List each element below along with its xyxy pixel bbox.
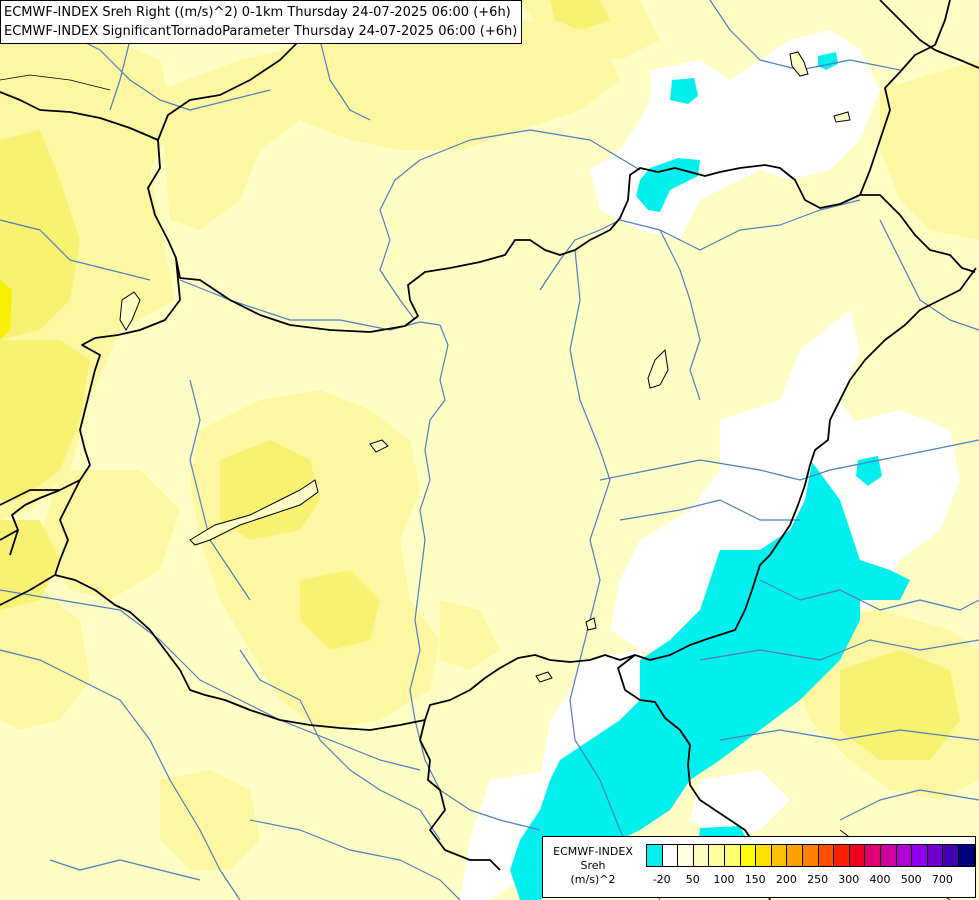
bright-yellow-spots xyxy=(0,280,12,340)
legend-swatch xyxy=(771,845,788,866)
legend-swatch xyxy=(865,845,881,866)
legend-swatch xyxy=(693,845,710,866)
legend-tick-label: 300 xyxy=(838,873,860,886)
legend-swatches xyxy=(646,844,976,867)
legend-tick-label: -20 xyxy=(652,873,671,886)
map-title: ECMWF-INDEX Sreh Right ((m/s)^2) 0-1km T… xyxy=(0,0,523,44)
legend-swatch xyxy=(740,845,757,866)
legend-swatch xyxy=(834,845,850,866)
legend-swatch xyxy=(927,845,944,866)
legend-swatch xyxy=(662,845,679,866)
legend-swatch xyxy=(802,845,819,866)
legend-tick-label: 700 xyxy=(931,873,953,886)
legend-swatch xyxy=(912,845,928,866)
legend-swatch xyxy=(724,845,741,866)
white-zones xyxy=(460,30,960,900)
legend-swatch xyxy=(647,845,663,866)
title-line-sreh: ECMWF-INDEX Sreh Right ((m/s)^2) 0-1km T… xyxy=(4,5,511,20)
title-line-stp: ECMWF-INDEX SignificantTornadoParameter … xyxy=(4,24,518,39)
legend-swatch xyxy=(958,845,975,866)
legend-ticks: -20 50 100 150 200 250 300 400 500 700 xyxy=(646,873,976,889)
legend-swatch xyxy=(943,845,959,866)
legend-swatch xyxy=(787,845,803,866)
legend-swatch xyxy=(880,845,897,866)
color-legend: ECMWF-INDEX Sreh (m/s)^2 -20 50 100 150 200 2… xyxy=(542,836,976,898)
legend-unit: (m/s)^2 xyxy=(570,873,616,886)
legend-swatch xyxy=(678,845,694,866)
legend-model: ECMWF-INDEX xyxy=(553,845,633,858)
legend-tick-label: 500 xyxy=(900,873,922,886)
legend-swatch xyxy=(818,845,835,866)
legend-swatch xyxy=(756,845,772,866)
legend-param: Sreh xyxy=(580,859,606,872)
light-yellow-zones xyxy=(0,0,979,870)
legend-swatch xyxy=(896,845,913,866)
legend-tick-label: 100 xyxy=(713,873,735,886)
legend-label: ECMWF-INDEX Sreh (m/s)^2 xyxy=(547,845,639,887)
legend-tick-label: 150 xyxy=(744,873,766,886)
legend-tick-label: 250 xyxy=(807,873,829,886)
lakes xyxy=(119,51,851,683)
legend-tick-label: 200 xyxy=(775,873,797,886)
legend-tick-label: 400 xyxy=(869,873,891,886)
legend-swatch xyxy=(709,845,725,866)
yellow-zones xyxy=(0,0,960,760)
legend-swatch xyxy=(849,845,866,866)
legend-tick-label: 50 xyxy=(685,873,700,886)
